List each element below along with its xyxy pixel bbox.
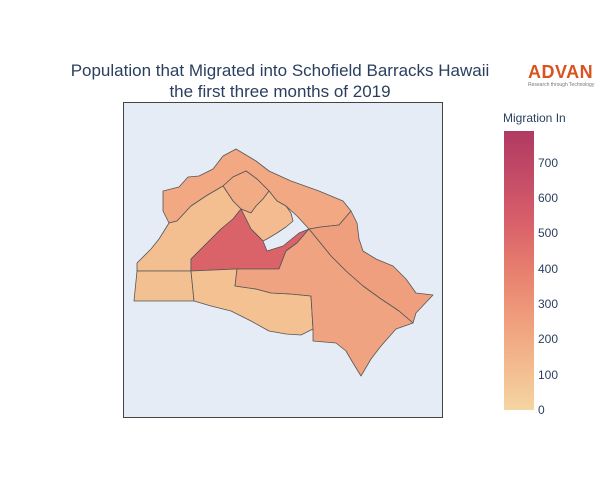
region-west-lower[interactable] xyxy=(133,270,195,302)
colorbar-tick-label: 100 xyxy=(538,367,559,382)
colorbar-tick-label: 200 xyxy=(538,332,559,347)
region-north-center-block[interactable] xyxy=(240,190,294,242)
colorbar-tick-label: 300 xyxy=(538,297,559,312)
colorbar-tick-label: 0 xyxy=(538,403,545,417)
colorbar-tick-label: 600 xyxy=(538,191,559,206)
map-svg[interactable] xyxy=(124,103,442,417)
chart-title-line-1: Population that Migrated into Schofield … xyxy=(70,61,490,80)
logo-tagline: Research through Technology xyxy=(528,82,595,88)
colorbar-tick-label: 400 xyxy=(538,261,559,276)
map-frame[interactable] xyxy=(123,102,443,418)
region-south-center[interactable] xyxy=(234,228,414,377)
colorbar-title: Migration In xyxy=(503,111,566,125)
colorbar-tick-label: 700 xyxy=(538,155,559,170)
logo-wordmark: ADVAN xyxy=(528,62,594,82)
colorbar[interactable] xyxy=(504,131,534,410)
colorbar-tick-label: 500 xyxy=(538,226,559,241)
chart-title: Population that Migrated into Schofield … xyxy=(20,60,540,102)
advan-logo: ADVAN Research through Technology xyxy=(528,63,598,88)
chart-title-line-2: the first three months of 2019 xyxy=(169,82,391,101)
